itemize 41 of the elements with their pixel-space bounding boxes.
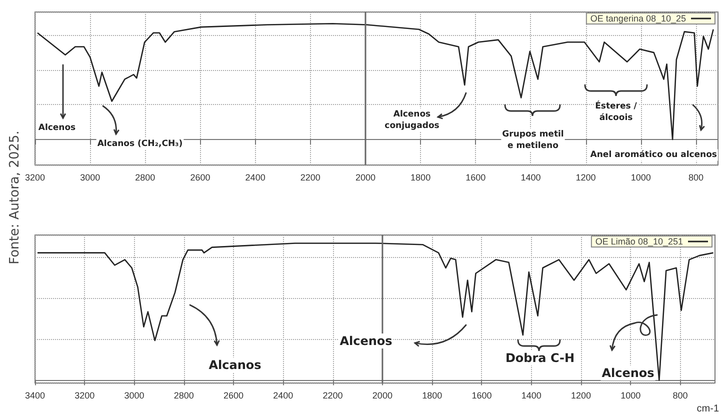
legend-label: OE Limão 08_10_251 <box>595 236 683 246</box>
annotation: Dobra C-H <box>505 351 575 365</box>
x-tick-label: 2200 <box>322 390 343 400</box>
x-tick-label: 1400 <box>521 390 542 400</box>
annotation: Alcenos <box>340 334 392 348</box>
annotation: Alcenos <box>38 123 76 133</box>
x-tick-label: 1200 <box>576 172 596 182</box>
x-tick-label: 3000 <box>80 172 100 182</box>
x-tick-label: 3200 <box>74 390 95 400</box>
x-tick-label: 2400 <box>245 172 266 182</box>
annotation: Alcanos <box>208 358 262 372</box>
annotation: Alcenos <box>602 366 654 380</box>
x-tick-label: 2800 <box>135 172 156 182</box>
x-tick-label: 1600 <box>472 390 492 400</box>
x-tick-label: 1000 <box>620 390 641 400</box>
x-tick-label: 800 <box>672 390 688 400</box>
x-tick-label: 1800 <box>422 390 442 400</box>
x-tick-label: 1600 <box>466 172 486 182</box>
x-tick-label: 3400 <box>24 390 46 400</box>
x-tick-label: 800 <box>688 172 704 182</box>
x-tick-label: 3200 <box>24 172 46 182</box>
legend-label: OE tangerina 08_10_25 <box>590 14 686 24</box>
annotation: Alcenos conjugados <box>384 109 440 131</box>
x-tick-label: 3000 <box>124 390 144 400</box>
annotation: Alcanos (CH₂,CH₃) <box>97 139 183 149</box>
x-tick-label: 2400 <box>273 390 294 400</box>
x-tick-label: 2600 <box>224 390 244 400</box>
x-tick-label: 1000 <box>630 172 651 182</box>
annotation: Ésteres / álcoois <box>595 100 638 123</box>
source-note: Fonte: Autora, 2025. <box>8 130 22 266</box>
x-tick-label: 2000 <box>355 172 376 182</box>
x-tick-label: 2200 <box>300 172 320 182</box>
x-tick-label: 2800 <box>174 390 194 400</box>
x-tick-label: 2000 <box>372 390 392 400</box>
x-axis-title: cm-1 <box>696 404 720 414</box>
x-tick-label: 2600 <box>190 172 210 182</box>
text: Anel aromático ou alcenos <box>590 150 717 160</box>
annotation: Grupos metil e metileno <box>502 129 564 151</box>
x-tick-label: 1200 <box>570 390 591 400</box>
x-tick-label: 1800 <box>410 172 431 182</box>
x-tick-label: 1400 <box>520 172 541 182</box>
